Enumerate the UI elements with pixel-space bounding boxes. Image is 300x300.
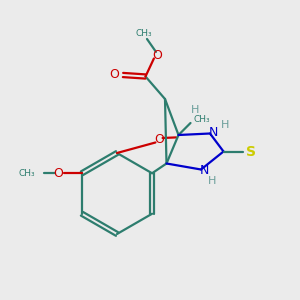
- Text: CH₃: CH₃: [194, 115, 210, 124]
- Text: H: H: [221, 120, 229, 130]
- Text: N: N: [209, 126, 218, 140]
- Text: CH₃: CH₃: [19, 169, 35, 178]
- Text: O: O: [109, 68, 119, 81]
- Text: H: H: [191, 105, 199, 116]
- Text: S: S: [246, 145, 256, 158]
- Text: CH₃: CH₃: [136, 29, 152, 38]
- Text: O: O: [153, 49, 162, 62]
- Text: H: H: [208, 176, 217, 186]
- Text: O: O: [154, 133, 164, 146]
- Text: N: N: [200, 164, 209, 178]
- Text: O: O: [54, 167, 64, 180]
